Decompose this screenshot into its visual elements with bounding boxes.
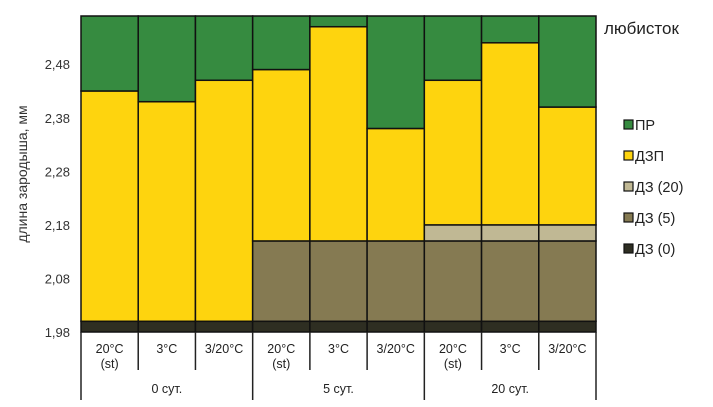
group-label: 0 сут. bbox=[151, 382, 182, 396]
bar-segment-ДЗ (20) bbox=[423, 224, 483, 242]
x-tick-label: 20°C bbox=[439, 342, 467, 356]
y-tick-label: 2,38 bbox=[45, 111, 70, 126]
x-tick-sublabel: (st) bbox=[444, 357, 462, 371]
bar-segment-ДЗП bbox=[538, 106, 597, 226]
legend-label: ДЗ (5) bbox=[635, 211, 675, 227]
x-tick-label: 3/20°C bbox=[377, 342, 415, 356]
x-tick-label: 3°C bbox=[500, 342, 521, 356]
x-tick-label: 3/20°C bbox=[205, 342, 243, 356]
bar-segment-ДЗ (0) bbox=[538, 320, 597, 333]
bar-segment-ДЗ (0) bbox=[251, 320, 311, 333]
bar-segment-ДЗ (5) bbox=[309, 240, 368, 323]
bar-segment-ДЗ (5) bbox=[366, 240, 426, 323]
bar-segment-ДЗ (20) bbox=[480, 224, 540, 242]
legend-swatch bbox=[623, 212, 634, 223]
x-tick-sublabel: (st) bbox=[272, 357, 290, 371]
bar-segment-ДЗП bbox=[194, 79, 254, 323]
legend-label: ДЗ (20) bbox=[635, 180, 683, 196]
bar-segment-ДЗП bbox=[137, 100, 197, 323]
group-label: 20 сут. bbox=[491, 382, 529, 396]
bar-segment-ДЗП bbox=[80, 90, 139, 323]
bar-segment-ДЗП bbox=[480, 42, 540, 226]
y-tick-label: 1,98 bbox=[45, 325, 70, 340]
bar-segment-ПР bbox=[309, 15, 368, 28]
y-tick-label: 2,28 bbox=[45, 164, 70, 179]
bar-segment-ДЗП bbox=[423, 79, 483, 226]
bar-segment-ПР bbox=[194, 15, 254, 82]
bar-segment-ПР bbox=[423, 15, 483, 82]
legend-swatch bbox=[623, 119, 634, 130]
y-tick-label: 2,08 bbox=[45, 271, 70, 286]
legend-label: ДЗ (0) bbox=[635, 242, 675, 258]
y-tick-label: 2,48 bbox=[45, 57, 70, 72]
bar-segment-ДЗ (0) bbox=[423, 320, 483, 333]
bar-segment-ДЗ (0) bbox=[480, 320, 540, 333]
bar-segment-ПР bbox=[366, 15, 426, 130]
bar-segment-ПР bbox=[538, 15, 597, 108]
bar-segment-ДЗ (0) bbox=[309, 320, 368, 333]
bar-segment-ДЗ (5) bbox=[480, 240, 540, 323]
bar-segment-ДЗП bbox=[366, 127, 426, 242]
bar-segment-ДЗП bbox=[251, 68, 311, 242]
x-tick-label: 3/20°C bbox=[548, 342, 586, 356]
bar-segment-ДЗ (5) bbox=[423, 240, 483, 323]
bar-segment-ДЗ (5) bbox=[251, 240, 311, 323]
legend-label: ПР bbox=[635, 118, 655, 134]
bar-segment-ДЗ (20) bbox=[538, 224, 597, 242]
bar-segment-ДЗП bbox=[309, 25, 368, 242]
x-tick-label: 3°C bbox=[328, 342, 349, 356]
bar-segment-ПР bbox=[137, 15, 197, 103]
legend-swatch bbox=[623, 243, 634, 254]
y-axis-label: длина зародыша, мм bbox=[14, 105, 30, 242]
bar-segment-ПР bbox=[480, 15, 540, 44]
bar-segment-ДЗ (0) bbox=[80, 320, 139, 333]
legend-swatch bbox=[623, 181, 634, 192]
bar-segment-ДЗ (0) bbox=[194, 320, 254, 333]
legend-swatch bbox=[623, 150, 634, 161]
y-tick-label: 2,18 bbox=[45, 218, 70, 233]
group-label: 5 сут. bbox=[323, 382, 354, 396]
bar-segment-ДЗ (0) bbox=[137, 320, 197, 333]
legend-label: ДЗП bbox=[635, 149, 664, 165]
bar-segment-ДЗ (5) bbox=[538, 240, 597, 323]
x-tick-label: 3°C bbox=[156, 342, 177, 356]
bar-segment-ПР bbox=[80, 15, 139, 92]
chart-title: любисток bbox=[604, 19, 679, 38]
x-tick-label: 20°C bbox=[96, 342, 124, 356]
x-tick-sublabel: (st) bbox=[101, 357, 119, 371]
bar-segment-ДЗ (0) bbox=[366, 320, 426, 333]
x-tick-label: 20°C bbox=[267, 342, 295, 356]
bar-segment-ПР bbox=[251, 15, 311, 71]
